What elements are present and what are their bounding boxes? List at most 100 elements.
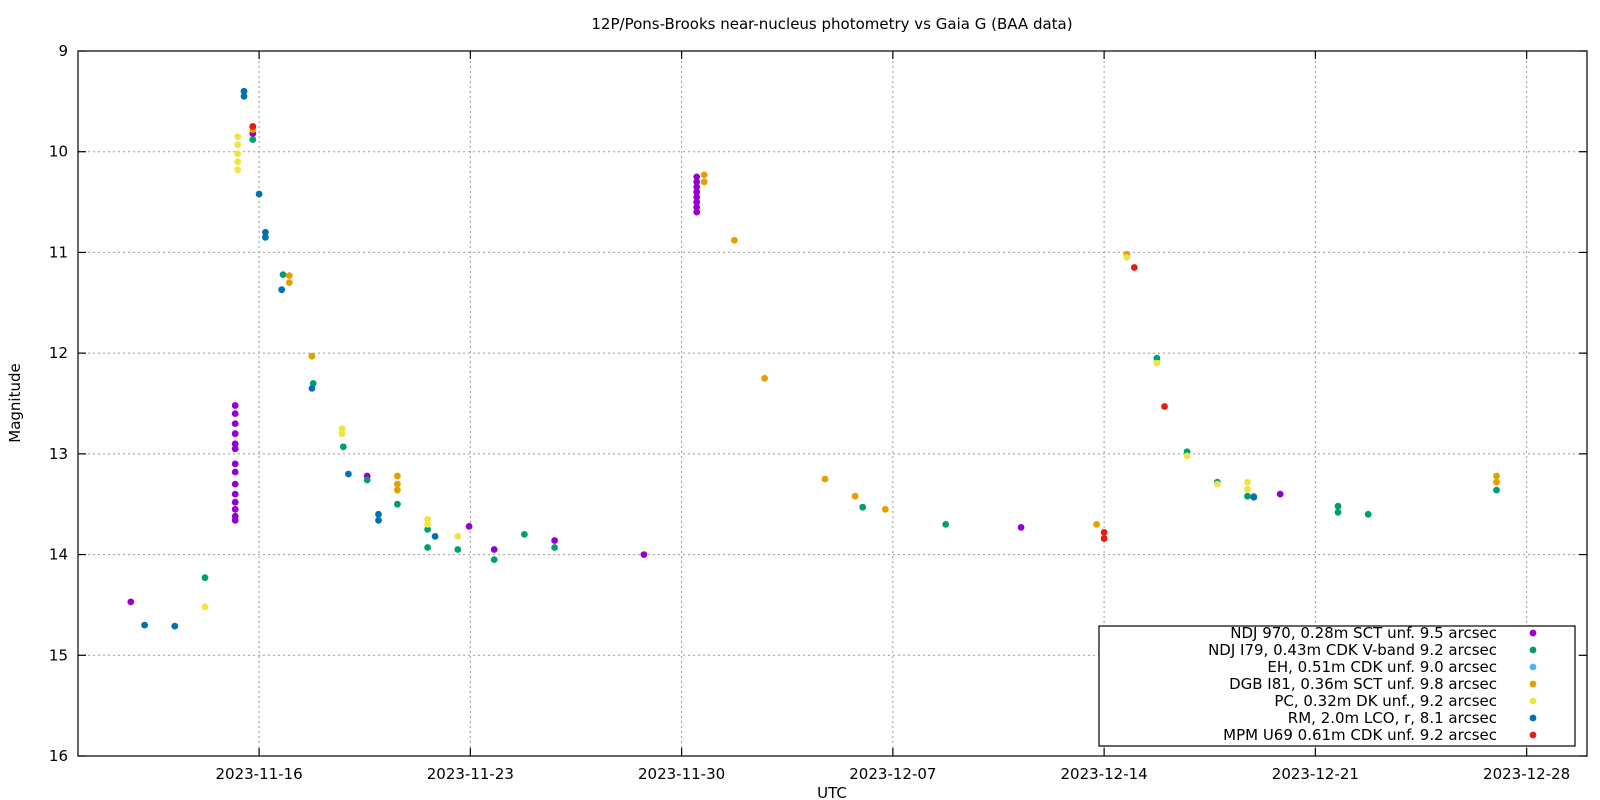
- data-point: [308, 385, 316, 392]
- legend-marker: [1529, 629, 1537, 637]
- data-point: [640, 551, 648, 558]
- data-point: [279, 271, 287, 278]
- data-point: [141, 621, 149, 629]
- legend-label: DGB I81, 0.36m SCT unf. 9.8 arcsec: [1229, 675, 1497, 693]
- data-point: [454, 533, 462, 540]
- data-point: [375, 510, 382, 518]
- data-point: [1334, 508, 1342, 516]
- data-point: [431, 533, 439, 540]
- legend-label: NDJ 970, 0.28m SCT unf. 9.5 arcsec: [1230, 624, 1497, 642]
- data-point: [262, 228, 269, 236]
- data-point: [231, 445, 239, 453]
- data-point: [339, 443, 347, 451]
- data-point: [234, 158, 242, 166]
- x-tick-label: 2023-12-07: [849, 765, 936, 783]
- data-point: [1153, 359, 1161, 367]
- data-point: [1153, 354, 1161, 362]
- data-point: [231, 402, 239, 409]
- y-tick-label: 14: [49, 546, 68, 564]
- data-point: [1493, 478, 1500, 486]
- y-tick-label: 15: [49, 646, 68, 664]
- legend-marker: [1529, 697, 1537, 705]
- legend-marker: [1529, 646, 1537, 654]
- data-point: [255, 190, 263, 198]
- legend-label: RM, 2.0m LCO, r, 8.1 arcsec: [1288, 709, 1497, 727]
- series-6: [249, 123, 1168, 542]
- x-tick-label: 2023-12-21: [1272, 765, 1359, 783]
- data-point: [1123, 254, 1131, 261]
- data-point: [731, 236, 738, 244]
- data-point: [551, 537, 558, 544]
- data-point: [278, 286, 286, 294]
- series-0: [127, 123, 1284, 606]
- data-point: [821, 475, 829, 483]
- data-point: [201, 574, 209, 582]
- legend-label: PC, 0.32m DK unf., 9.2 arcsec: [1274, 692, 1497, 710]
- y-tick-label: 9: [58, 42, 68, 60]
- data-point: [454, 546, 462, 553]
- y-axis-label: Magnitude: [6, 363, 24, 442]
- data-point: [1493, 486, 1500, 494]
- y-tick-label: 12: [49, 344, 68, 362]
- x-tick-label: 2023-11-30: [638, 765, 725, 783]
- legend-label: NDJ I79, 0.43m CDK V-band 9.2 arcsec: [1208, 641, 1497, 659]
- x-tick-label: 2023-11-23: [427, 765, 514, 783]
- x-tick-label: 2023-12-14: [1061, 765, 1148, 783]
- data-point: [881, 505, 889, 513]
- series-1: [201, 136, 1500, 582]
- data-point: [424, 515, 431, 523]
- data-point: [942, 521, 950, 528]
- legend-box: [1098, 625, 1576, 747]
- data-point: [1100, 535, 1108, 542]
- data-point: [1183, 452, 1191, 460]
- data-point: [551, 544, 558, 551]
- data-point: [693, 198, 701, 206]
- data-point: [231, 420, 239, 427]
- data-point: [1250, 493, 1258, 501]
- legend-marker: [1529, 663, 1537, 671]
- data-point: [234, 150, 242, 158]
- data-point: [240, 92, 248, 100]
- data-point: [465, 523, 473, 530]
- data-point: [308, 352, 316, 360]
- data-point: [338, 430, 346, 438]
- data-point: [345, 470, 352, 478]
- y-tick-label: 11: [49, 243, 68, 261]
- data-point: [1244, 478, 1251, 486]
- data-point: [851, 492, 859, 500]
- data-point: [1213, 480, 1221, 488]
- data-point: [240, 87, 248, 95]
- data-point: [231, 410, 239, 417]
- data-point: [363, 476, 371, 484]
- points-layer: [127, 87, 1500, 630]
- data-point: [693, 178, 701, 186]
- data-point: [1364, 510, 1372, 518]
- legend-label: MPM U69 0.61m CDK unf. 9.2 arcsec: [1223, 726, 1497, 744]
- y-tick-label: 13: [49, 445, 68, 463]
- data-point: [262, 233, 269, 241]
- y-tick-label: 16: [49, 747, 68, 765]
- y-tick-label: 10: [49, 143, 68, 161]
- data-point: [1244, 485, 1251, 493]
- series-5: [141, 87, 1258, 630]
- data-point: [700, 178, 708, 186]
- tick-layer: 9 10 11 12 13 14 15 16 2023-11-16 2023-11-23 2023-…: [49, 42, 1587, 783]
- data-point: [521, 531, 528, 538]
- data-point: [490, 546, 498, 553]
- legend-label: EH, 0.51m CDK unf. 9.0 arcsec: [1267, 658, 1497, 676]
- data-point: [1161, 403, 1168, 410]
- legend-marker: [1529, 731, 1537, 739]
- data-point: [231, 460, 239, 468]
- data-point: [1093, 521, 1100, 528]
- data-point: [231, 480, 239, 488]
- data-point: [1276, 490, 1284, 498]
- legend-marker: [1529, 714, 1537, 722]
- data-point: [1493, 472, 1500, 480]
- data-point: [231, 505, 239, 513]
- data-point: [693, 183, 701, 191]
- data-point: [231, 468, 239, 476]
- series-4: [201, 133, 1251, 611]
